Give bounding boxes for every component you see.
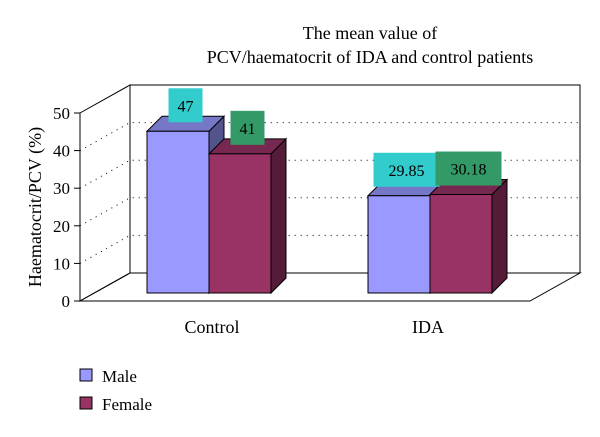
data-label-text: 30.18	[451, 162, 487, 179]
bar-front-face	[429, 194, 493, 294]
legend-swatch-female	[79, 396, 93, 410]
bar-front-face	[208, 153, 272, 294]
bar-ida-female	[428, 178, 509, 295]
legend-label: Male	[102, 367, 137, 386]
data-label-box	[373, 152, 440, 187]
legend-swatch-male	[79, 368, 93, 382]
gridlines	[74, 112, 580, 302]
frame-floor	[78, 272, 582, 302]
frame-side-wall	[79, 84, 131, 302]
y-tick-label: 10	[53, 254, 70, 273]
y-axis-label: Haematocrit/PCV (%)	[25, 127, 46, 287]
data-label-control-male: 47	[168, 88, 203, 123]
data-label-text: 47	[178, 98, 194, 115]
legend-label: Female	[102, 395, 152, 414]
data-labels: 47 41 29.85 30.18	[168, 88, 502, 187]
x-category-label: Control	[184, 317, 239, 337]
data-label-control-female: 41	[230, 110, 265, 145]
bars	[145, 115, 509, 295]
bar-control-female	[207, 137, 288, 295]
data-label-ida-male: 29.85	[373, 152, 440, 187]
bar-front-face	[367, 195, 431, 294]
bar-side-face	[270, 137, 287, 295]
y-tick-label: 40	[53, 142, 70, 161]
x-category-label: IDA	[412, 317, 444, 337]
data-label-text: 41	[240, 121, 256, 138]
y-tick-label: 30	[53, 179, 70, 198]
y-tick-label: 20	[53, 217, 70, 236]
data-label-box	[168, 88, 203, 123]
chart-title-line-1: The mean value of	[303, 23, 437, 43]
data-label-box	[435, 151, 502, 186]
data-label-ida-female: 30.18	[435, 151, 502, 186]
bar-front-face	[146, 130, 210, 294]
legend: Male Female	[79, 367, 152, 414]
data-label-text: 29.85	[389, 163, 425, 180]
y-tick-label: 0	[62, 292, 71, 311]
data-label-box	[230, 110, 265, 145]
y-tick-label: 50	[53, 104, 70, 123]
chart-title-line-2: PCV/haematocrit of IDA and control patie…	[207, 47, 533, 67]
bar-side-face	[491, 178, 508, 295]
y-axis-ticks: 0 10 20 30 40 50	[53, 104, 70, 311]
